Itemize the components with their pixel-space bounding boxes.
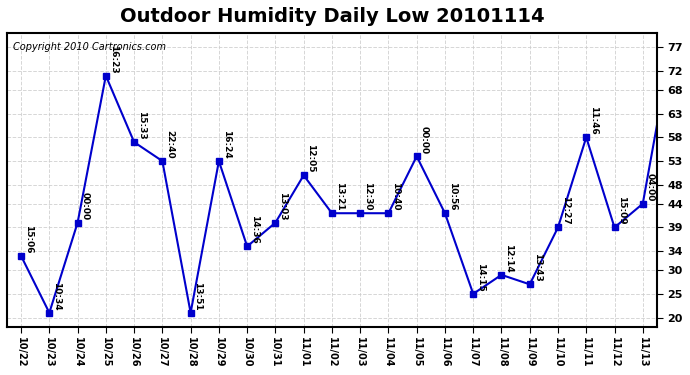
- Text: Copyright 2010 Cartronics.com: Copyright 2010 Cartronics.com: [13, 42, 166, 52]
- Text: 10:56: 10:56: [448, 182, 457, 211]
- Title: Outdoor Humidity Daily Low 20101114: Outdoor Humidity Daily Low 20101114: [119, 7, 544, 26]
- Text: 15:33: 15:33: [137, 111, 146, 140]
- Text: 12:30: 12:30: [363, 182, 372, 211]
- Text: 13:51: 13:51: [193, 282, 202, 310]
- Text: 18:43: 18:43: [0, 374, 1, 375]
- Text: 13:43: 13:43: [533, 253, 542, 282]
- Text: 10:40: 10:40: [391, 182, 400, 211]
- Text: 12:05: 12:05: [306, 144, 315, 173]
- Text: 14:36: 14:36: [250, 215, 259, 244]
- Text: 12:27: 12:27: [561, 196, 570, 225]
- Text: 12:14: 12:14: [504, 244, 513, 273]
- Text: 04:00: 04:00: [646, 173, 655, 201]
- Text: 16:23: 16:23: [108, 45, 118, 74]
- Text: 16:24: 16:24: [221, 130, 230, 159]
- Text: 22:40: 22:40: [165, 130, 174, 159]
- Text: 15:09: 15:09: [618, 196, 627, 225]
- Text: 00:00: 00:00: [81, 192, 90, 220]
- Text: 10:34: 10:34: [52, 282, 61, 310]
- Text: 13:03: 13:03: [278, 192, 287, 220]
- Text: 15:06: 15:06: [24, 225, 33, 254]
- Text: 11:46: 11:46: [589, 106, 598, 135]
- Text: 14:15: 14:15: [476, 263, 485, 291]
- Text: 13:21: 13:21: [335, 182, 344, 211]
- Text: 00:00: 00:00: [420, 126, 428, 154]
